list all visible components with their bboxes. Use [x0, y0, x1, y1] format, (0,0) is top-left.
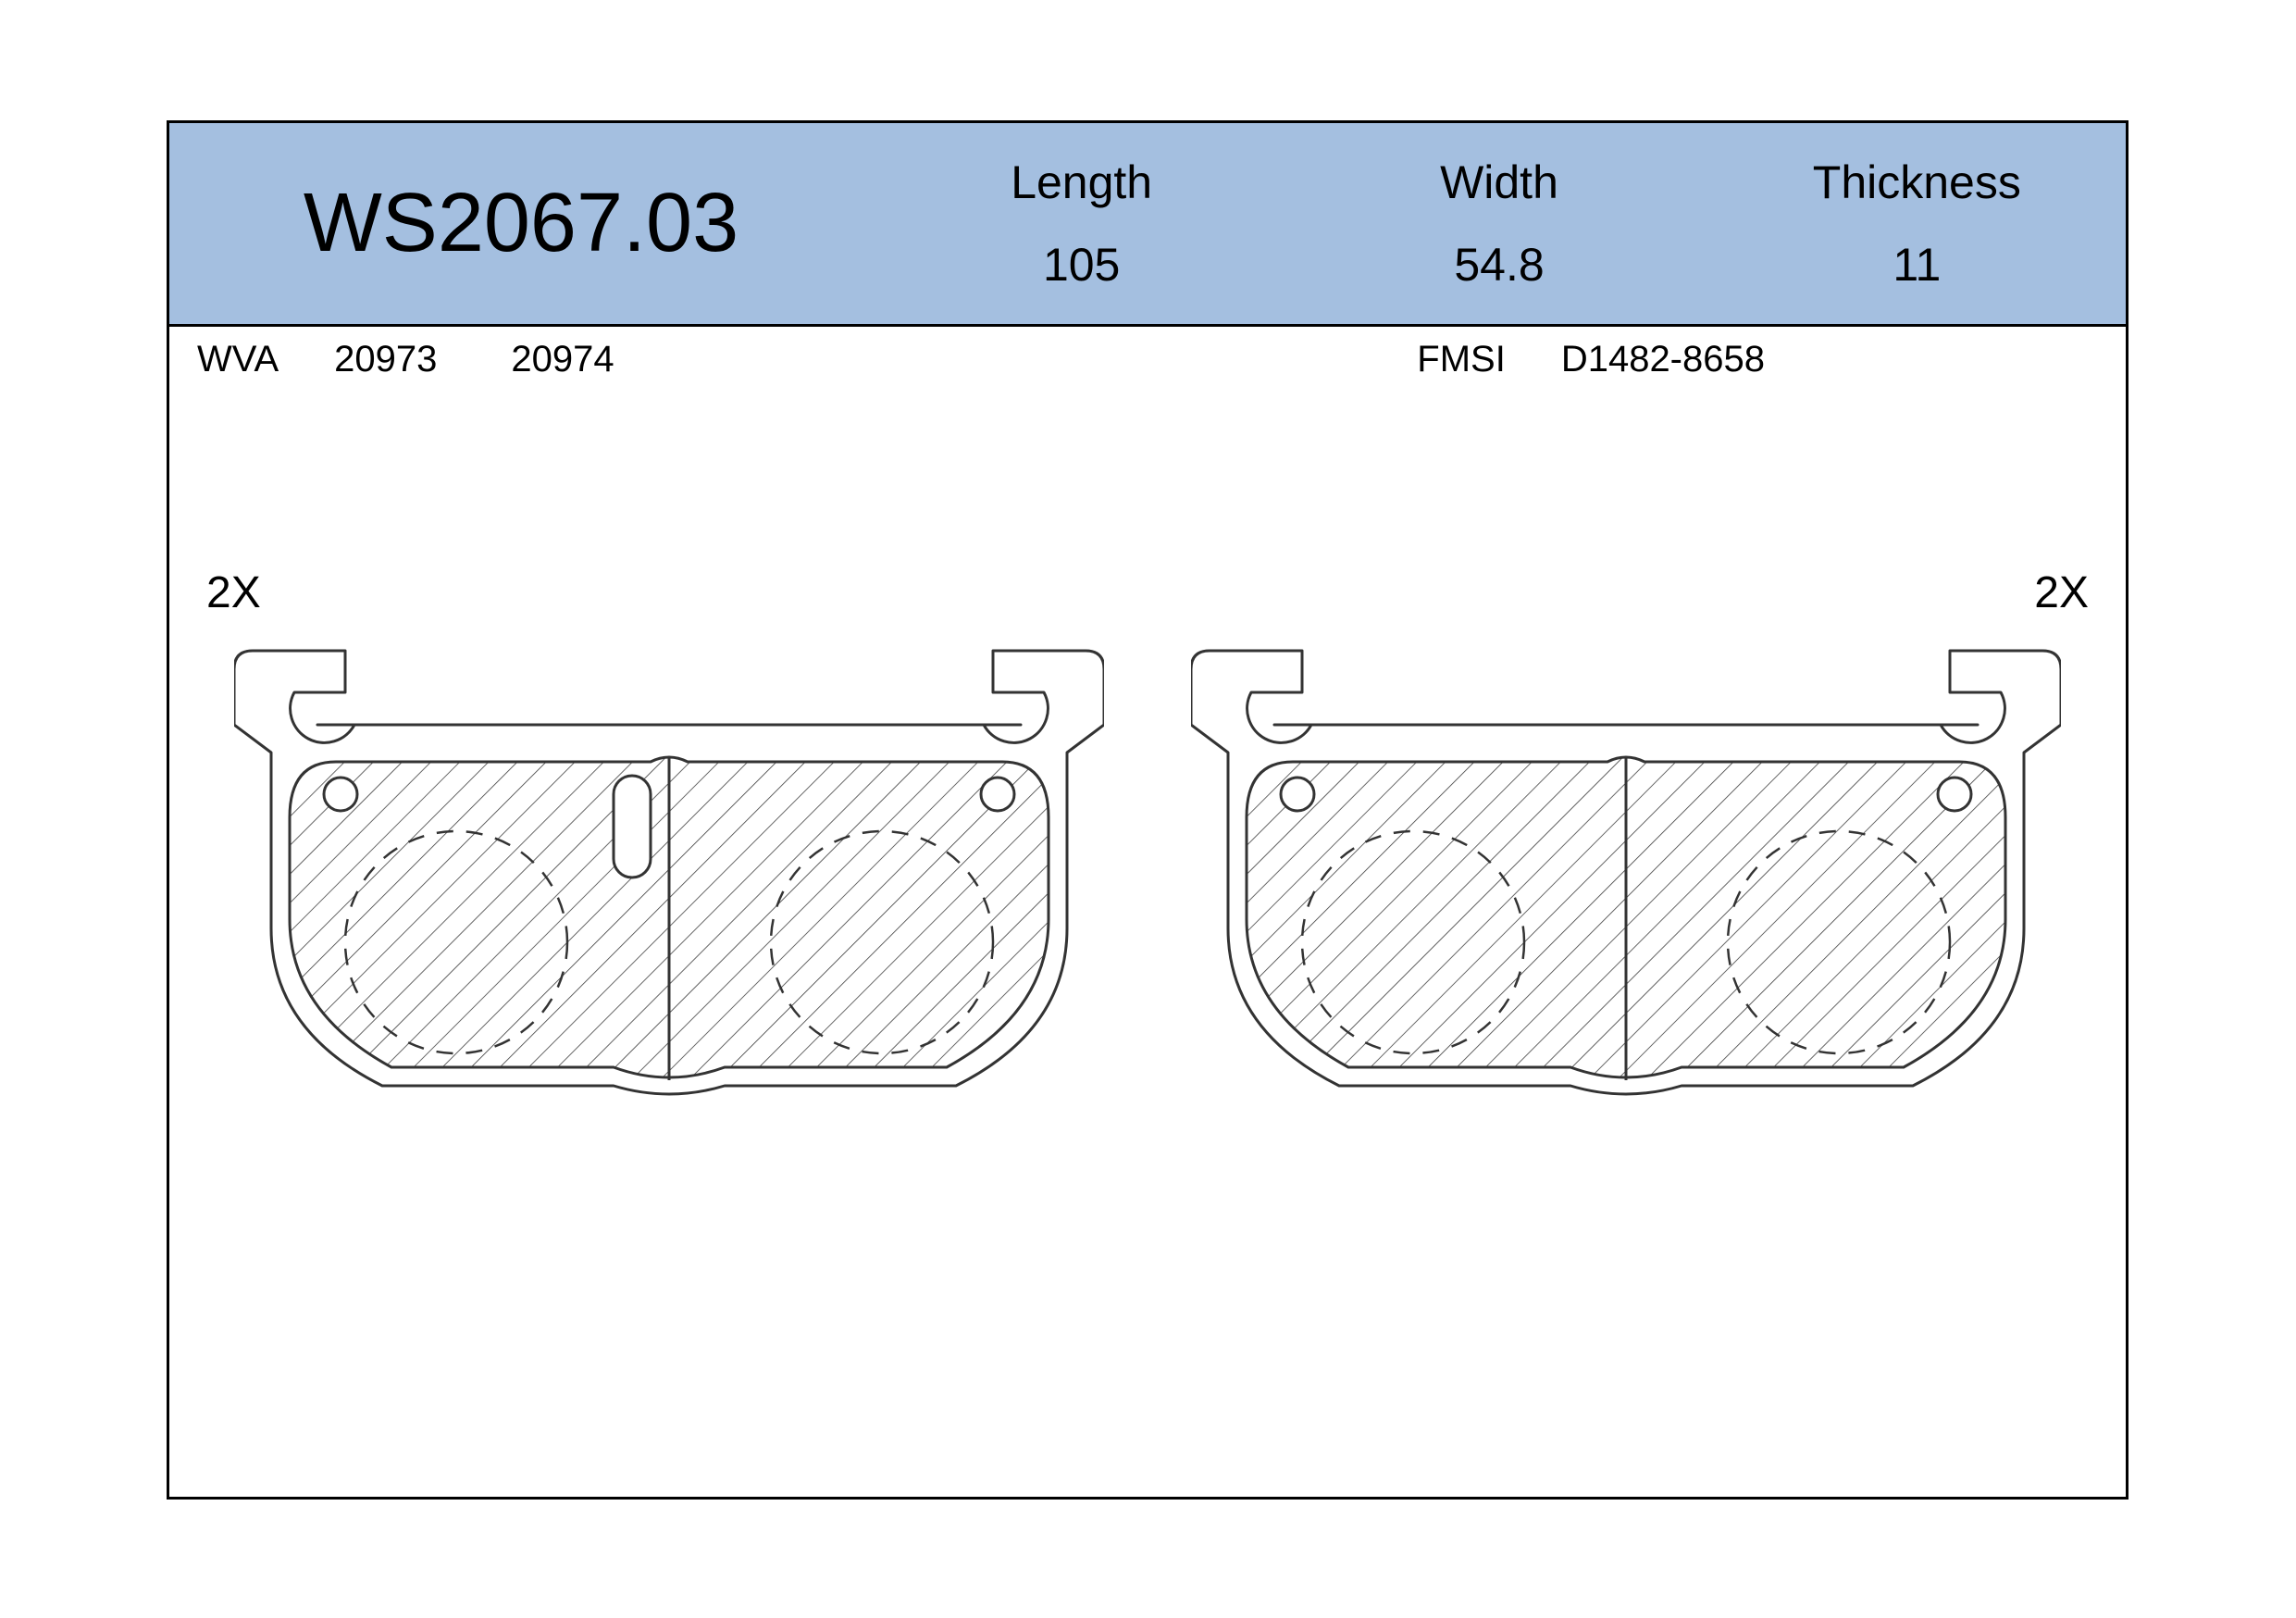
- header-row: WS2067.03 Length 105 Width 54.8 Thicknes…: [169, 123, 2126, 327]
- part-number-cell: WS2067.03: [169, 123, 873, 324]
- dim-value-width: 54.8: [1454, 238, 1544, 292]
- dim-label-width: Width: [1440, 156, 1558, 209]
- wva-value-1: 20974: [511, 339, 614, 380]
- qty-left: 2X: [206, 567, 261, 618]
- dim-value-length: 105: [1043, 238, 1120, 292]
- dim-col-width: Width 54.8: [1290, 123, 1707, 324]
- qty-right: 2X: [2034, 567, 2089, 618]
- wva-value-0: 20973: [334, 339, 437, 380]
- brake-pad-drawing-right: [1191, 641, 2061, 1109]
- dim-value-thickness: 11: [1893, 238, 1941, 292]
- part-number: WS2067.03: [304, 176, 738, 271]
- wva-label: WVA: [197, 339, 279, 380]
- dim-label-thickness: Thickness: [1813, 156, 2021, 209]
- brake-pad-drawing-left: [234, 641, 1104, 1109]
- dim-col-length: Length 105: [873, 123, 1290, 324]
- dim-col-thickness: Thickness 11: [1708, 123, 2126, 324]
- dim-label-length: Length: [1011, 156, 1152, 209]
- drawing-area: 2X 2X: [169, 392, 2126, 1497]
- fmsi-value: D1482-8658: [1561, 339, 1765, 380]
- fmsi-label: FMSI: [1417, 339, 1506, 380]
- spec-sheet-frame: WS2067.03 Length 105 Width 54.8 Thicknes…: [167, 120, 2128, 1500]
- refs-row: WVA 20973 20974 FMSI D1482-8658: [169, 327, 2126, 392]
